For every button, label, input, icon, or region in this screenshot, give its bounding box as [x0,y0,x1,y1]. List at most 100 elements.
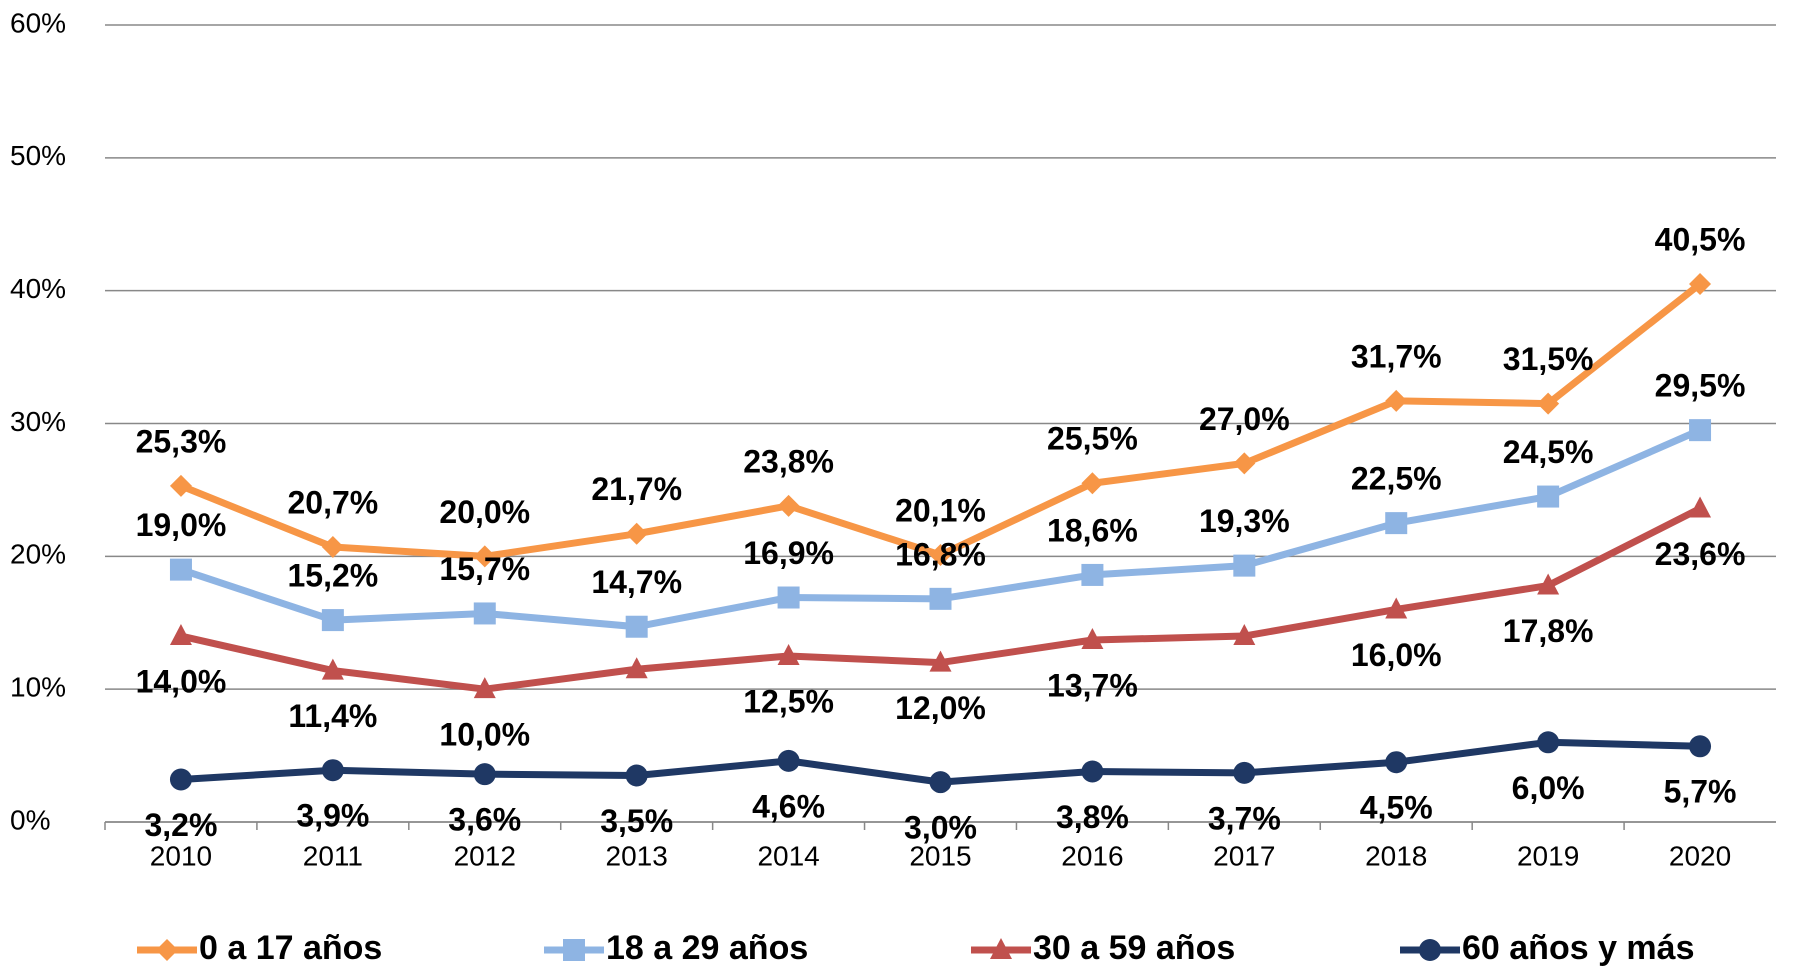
data-label: 3,7% [1208,800,1281,836]
data-point [473,602,496,625]
data-point [169,624,192,646]
data-point [1233,624,1256,646]
x-tick-label: 2014 [757,840,819,871]
x-tick-label: 2019 [1517,840,1579,871]
data-point [777,643,800,665]
data-label: 3,2% [144,807,217,843]
data-point [1081,472,1104,495]
data-point [625,522,648,545]
data-label: 19,0% [136,507,227,543]
data-point [1537,392,1560,415]
data-label: 19,3% [1199,503,1290,539]
y-tick-label: 40% [10,273,66,304]
legend-marker [990,938,1012,959]
data-label: 23,6% [1655,536,1746,572]
data-label: 20,0% [439,494,530,530]
data-label: 25,3% [136,423,227,459]
data-point [1385,597,1408,619]
data-point [1081,628,1104,650]
data-point [321,759,344,782]
x-tick-label: 2011 [303,840,363,871]
data-point [929,587,952,610]
data-point [1689,273,1712,296]
data-label: 3,6% [448,802,521,838]
data-label: 21,7% [591,471,682,507]
data-label: 12,5% [743,683,834,719]
y-tick-label: 20% [10,539,66,570]
legend-label: 18 a 29 años [606,929,808,967]
legend-label: 0 a 17 años [199,929,382,967]
legend-marker [563,939,585,961]
data-label: 16,0% [1351,637,1442,673]
data-label: 16,9% [743,535,834,571]
data-point [169,768,192,791]
y-tick-label: 50% [10,140,66,171]
data-label: 29,5% [1655,368,1746,404]
data-label: 31,7% [1351,338,1442,374]
data-point [929,544,952,567]
y-tick-label: 0% [10,804,50,835]
data-point [777,494,800,517]
data-point [169,558,192,581]
data-point [625,764,648,787]
data-label: 31,5% [1503,341,1594,377]
data-point [625,657,648,679]
data-point [473,763,496,786]
data-label: 14,0% [136,663,227,699]
data-point [1689,419,1712,442]
data-label: 4,5% [1360,790,1433,826]
legend-marker [156,939,178,961]
data-point [1689,496,1712,518]
x-tick-label: 2010 [150,840,212,871]
data-label: 15,2% [287,558,378,594]
data-label: 23,8% [743,443,834,479]
data-label: 3,0% [904,810,977,846]
data-label: 27,0% [1199,401,1290,437]
data-label: 5,7% [1664,774,1737,810]
data-point [625,615,648,638]
data-label: 3,9% [296,798,369,834]
y-tick-label: 60% [10,7,66,38]
data-label: 14,7% [591,564,682,600]
data-label: 10,0% [439,717,530,753]
data-label: 12,0% [895,690,986,726]
data-point [169,474,192,497]
x-tick-label: 2016 [1061,840,1123,871]
data-point [473,545,496,568]
data-label: 22,5% [1351,461,1442,497]
data-point [321,536,344,559]
x-tick-label: 2017 [1213,840,1275,871]
data-label: 20,7% [287,484,378,520]
data-label: 17,8% [1503,613,1594,649]
data-point [321,609,344,632]
data-label: 11,4% [288,698,377,734]
data-point [1537,485,1560,508]
data-point [321,658,344,680]
data-label: 4,6% [752,788,825,824]
data-point [1081,760,1104,783]
data-point [777,586,800,609]
y-tick-label: 10% [10,672,66,703]
data-point [1537,573,1560,595]
data-label: 40,5% [1655,221,1746,257]
data-label: 24,5% [1503,434,1594,470]
data-point [1233,452,1256,475]
data-label: 3,8% [1056,799,1129,835]
x-tick-label: 2020 [1669,840,1731,871]
data-label: 6,0% [1512,770,1585,806]
legend-label: 30 a 59 años [1033,929,1235,967]
data-point [1233,554,1256,577]
data-label: 16,8% [895,536,986,572]
data-label: 18,6% [1047,512,1138,548]
data-point [1233,761,1256,784]
data-point [929,771,952,794]
legend-marker [1419,939,1441,961]
data-label: 20,1% [895,492,986,528]
data-point [1537,731,1560,754]
data-point [473,677,496,699]
data-point [929,650,952,672]
data-label: 25,5% [1047,421,1138,457]
data-point [777,749,800,772]
data-point [1689,735,1712,758]
